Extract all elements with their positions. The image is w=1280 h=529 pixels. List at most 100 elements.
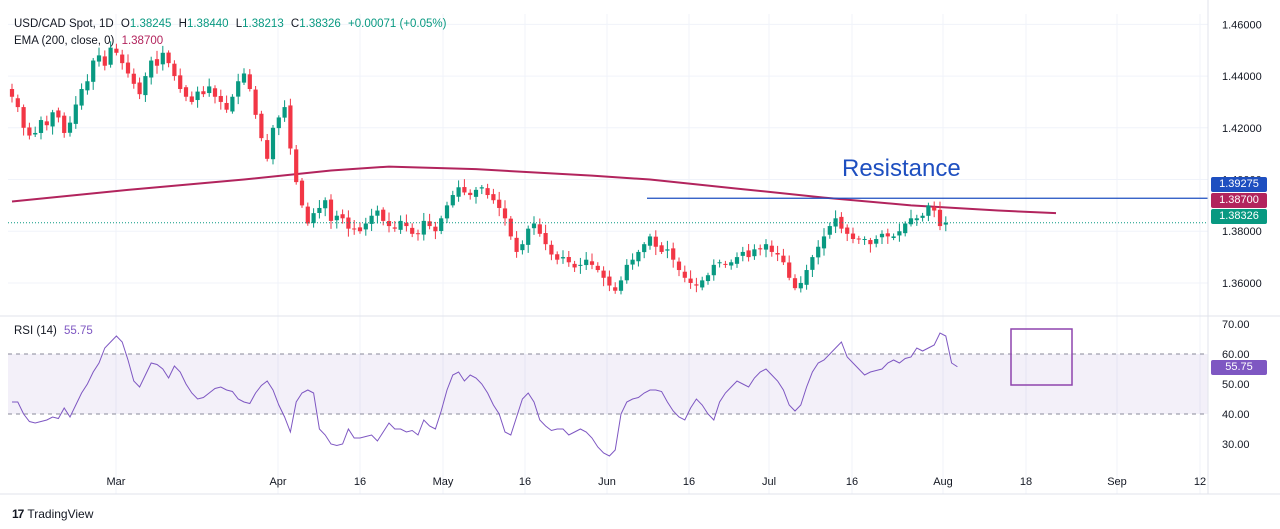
time-tick-label: 16: [519, 476, 531, 488]
candle-body: [920, 215, 925, 218]
candle-body: [421, 220, 426, 235]
candle-body: [862, 239, 867, 240]
candle-body: [624, 264, 629, 281]
rsi-band: [8, 353, 1208, 415]
candle-body: [38, 120, 44, 133]
candle-body: [340, 214, 345, 219]
candle-body: [207, 86, 212, 94]
time-tick-label: 18: [1020, 476, 1032, 488]
candle-body: [711, 264, 716, 276]
candle-body: [67, 122, 73, 133]
ema-line: [11, 165, 1057, 215]
candle-body: [230, 96, 235, 112]
candle-body: [769, 245, 774, 252]
candle-body: [781, 255, 786, 263]
candle-body: [224, 102, 229, 110]
candle-body: [647, 236, 653, 246]
candle-body: [114, 48, 119, 53]
candle-body: [352, 228, 357, 230]
candle-body: [497, 199, 502, 208]
candle-body: [73, 104, 78, 124]
ema-badge: 1.38700: [1211, 193, 1267, 208]
candle-body: [259, 113, 264, 139]
candle-body: [270, 127, 276, 160]
candle-body: [311, 213, 316, 224]
candle-body: [120, 54, 125, 64]
candle-body: [183, 87, 189, 97]
ema-path: [11, 165, 1057, 215]
candle-body: [636, 251, 641, 262]
candle-body: [294, 149, 299, 183]
candle-body: [763, 244, 769, 250]
candle-body: [125, 62, 131, 74]
candle-body: [154, 59, 160, 66]
time-tick-label: Mar: [107, 476, 126, 488]
candle-body: [618, 280, 624, 291]
resistance-badge: 1.39275: [1211, 177, 1267, 192]
logo-mark: 17: [12, 507, 24, 521]
rsi-path: [12, 332, 958, 457]
candle-body: [642, 244, 647, 253]
candle-body: [578, 264, 583, 266]
candle-body: [143, 76, 148, 96]
candle-body: [792, 278, 798, 289]
candle-body: [473, 189, 479, 197]
candle-body: [178, 75, 183, 89]
candle-body: [891, 236, 896, 238]
candle-body: [758, 248, 763, 250]
candle-body: [659, 245, 664, 252]
candle-body: [305, 206, 310, 224]
candle-body: [131, 73, 136, 84]
candle-body: [398, 220, 403, 230]
low-label: L: [235, 18, 243, 30]
candle-body: [607, 276, 612, 286]
candle-body: [160, 52, 165, 65]
price-tick-label: 1.36000: [1222, 278, 1262, 290]
rsi-badge: 55.75: [1211, 360, 1267, 375]
open-label: O: [120, 18, 130, 30]
candle-body: [491, 194, 496, 201]
candle-body: [166, 52, 171, 64]
candle-body: [323, 200, 328, 209]
candle-body: [444, 205, 450, 219]
change-value: +0.00071 (+0.05%): [348, 18, 447, 30]
candle-body: [462, 187, 467, 193]
candle-body: [172, 63, 177, 77]
candle-body: [9, 89, 15, 97]
candle-body: [15, 98, 20, 108]
candle-body: [833, 218, 838, 227]
candle-body: [827, 226, 832, 235]
tradingview-logo[interactable]: 17 TradingView: [12, 507, 93, 521]
candle-body: [531, 223, 537, 229]
candle-body: [752, 249, 757, 257]
candle-body: [601, 270, 606, 278]
candle-body: [845, 227, 850, 234]
rsi-tick-label: 50.00: [1222, 379, 1250, 391]
logo-text: TradingView: [27, 507, 94, 521]
candle-body: [943, 222, 948, 225]
candle-body: [363, 223, 368, 230]
candle-body: [485, 188, 490, 196]
candles: [8, 41, 1208, 295]
candle-body: [102, 56, 107, 66]
rsi-tick-label: 60.00: [1222, 349, 1250, 361]
rsi-header: RSI (14) 55.75: [14, 325, 97, 337]
rsi-value: 55.75: [64, 325, 93, 337]
close-value: 1.38326: [299, 18, 341, 30]
candle-body: [584, 259, 589, 266]
candle-body: [288, 105, 293, 149]
candle-body: [810, 257, 815, 270]
candle-body: [62, 115, 67, 133]
candle-body: [381, 209, 386, 221]
ema-header: EMA (200, close, 0) 1.38700: [14, 35, 167, 47]
candle-body: [85, 81, 90, 91]
candle-body: [410, 227, 415, 234]
time-tick-label: 16: [683, 476, 695, 488]
rsi-tick-label: 30.00: [1222, 439, 1250, 451]
candle-body: [595, 265, 600, 271]
last-price-badge: 1.38326: [1211, 209, 1267, 224]
high-value: 1.38440: [186, 18, 229, 30]
candle-body: [572, 263, 577, 268]
candle-body: [932, 207, 937, 211]
